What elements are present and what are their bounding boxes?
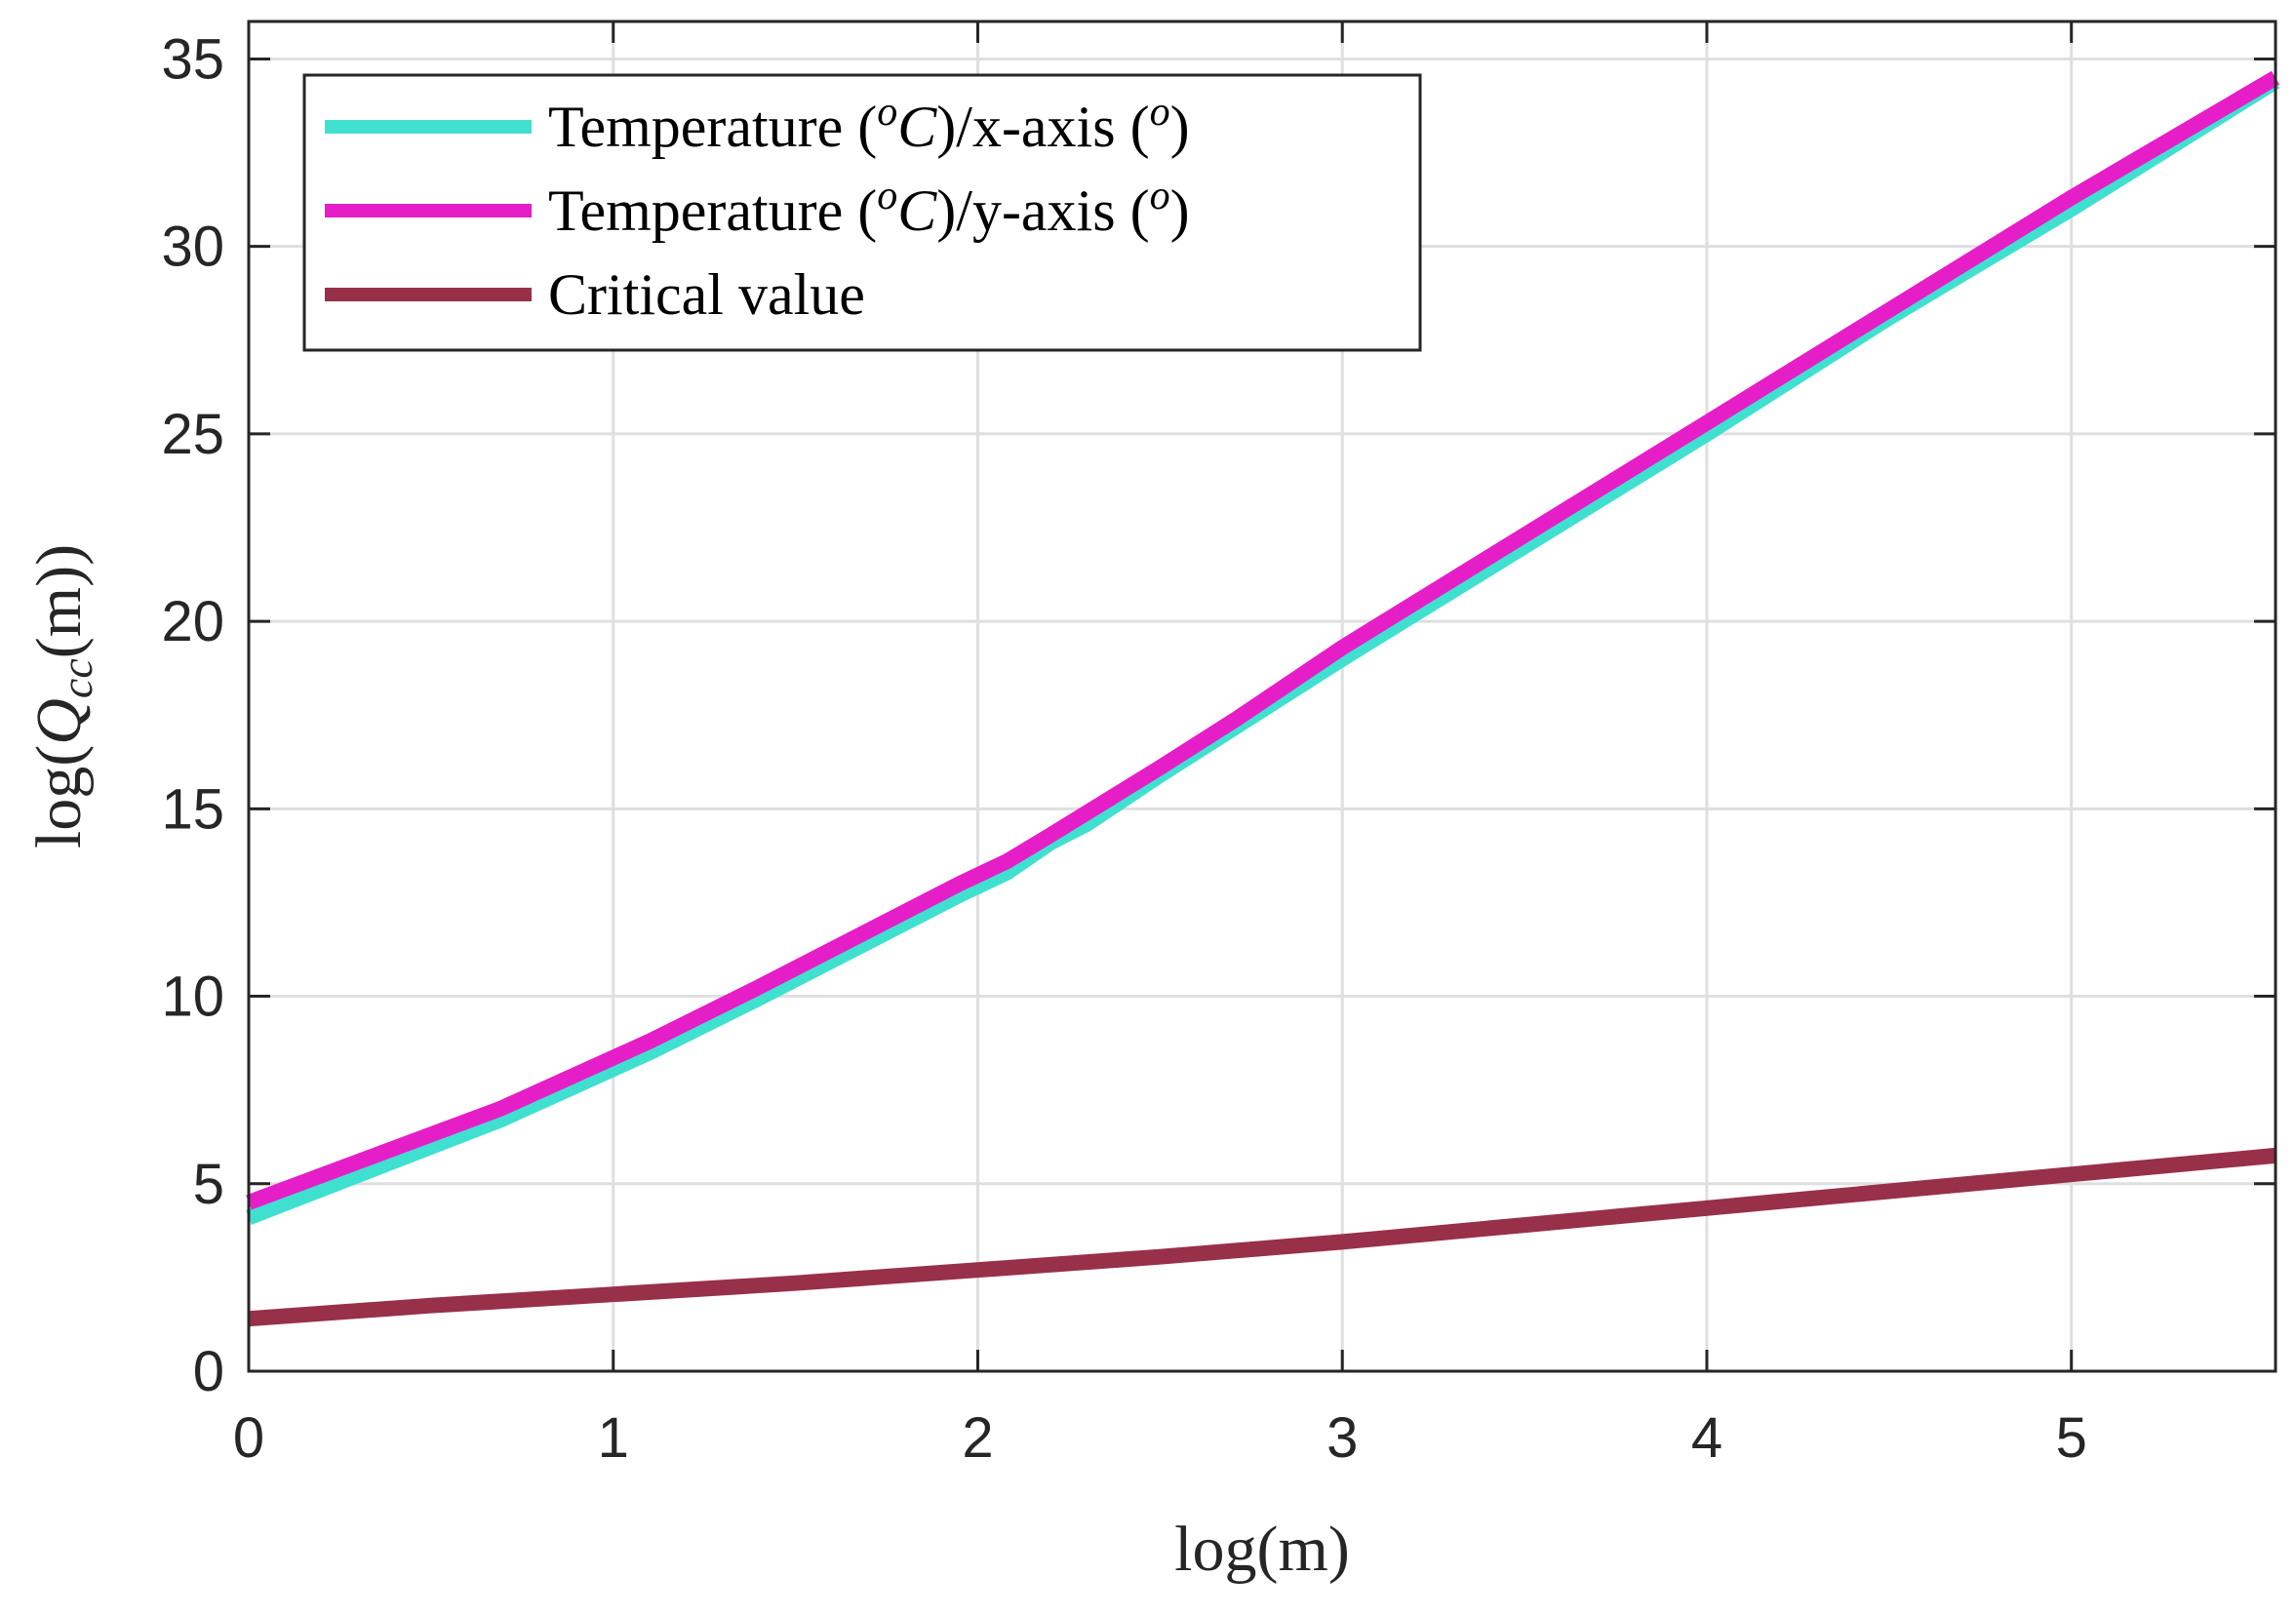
legend-0-end: ): [1170, 95, 1190, 159]
legend-1-unit: C: [897, 178, 937, 243]
legend-0-sup2: o: [1150, 90, 1170, 135]
legend-0-pre: Temperature (: [548, 95, 877, 159]
y-tick-label: 15: [161, 777, 224, 841]
plot-frame: [247, 20, 2277, 1373]
y-axis-label-sub: cc: [52, 658, 101, 698]
legend: Temperature (oC)/x-axis (o) Temperature …: [302, 73, 1422, 352]
y-tick-label: 35: [161, 27, 224, 91]
y-tick-label: 20: [161, 590, 224, 653]
y-tick-label: 0: [193, 1340, 224, 1403]
axis-ticks: [247, 21, 2276, 1373]
y-axis-label-prefix: log(: [23, 745, 95, 848]
x-tick-labels: 0 1 2 3 4 5: [233, 1406, 2087, 1470]
x-tick-label: 0: [233, 1406, 264, 1470]
series-line-y-axis: [246, 70, 2280, 1210]
y-tick-label: 30: [161, 216, 224, 279]
y-axis-label-suffix: (m)): [23, 544, 95, 658]
y-tick-labels: 0 5 10 15 20 25 30 35: [161, 27, 224, 1403]
legend-label-y-axis: Temperature (oC)/y-axis (o): [548, 174, 1190, 243]
series-line-x-axis: [246, 74, 2280, 1225]
legend-0-sup: o: [877, 90, 897, 135]
y-tick-label: 25: [161, 403, 224, 466]
legend-0-unit: C: [897, 95, 937, 159]
x-tick-label: 4: [1691, 1406, 1722, 1470]
legend-label-critical: Critical value: [548, 262, 865, 327]
legend-1-sup2: o: [1150, 174, 1170, 218]
series-lines: [246, 70, 2280, 1327]
series-line-critical: [248, 1147, 2276, 1327]
x-tick-label: 1: [598, 1406, 629, 1470]
y-tick-label: 10: [161, 965, 224, 1029]
y-axis-label: log(Qcc(m)): [23, 544, 101, 848]
x-axis-label: log(m): [1174, 1514, 1350, 1585]
x-tick-label: 5: [2056, 1406, 2087, 1470]
y-tick-label: 5: [193, 1153, 224, 1216]
x-tick-label: 2: [962, 1406, 993, 1470]
legend-0-mid: )/x-axis (: [936, 95, 1149, 159]
legend-label-x-axis: Temperature (oC)/x-axis (o): [548, 90, 1190, 159]
legend-1-sup: o: [877, 174, 897, 218]
legend-2-pre: Critical value: [548, 262, 865, 327]
legend-1-pre: Temperature (: [548, 178, 877, 243]
legend-1-end: ): [1170, 178, 1190, 243]
legend-1-mid: )/y-axis (: [936, 178, 1149, 243]
y-axis-label-var: Q: [23, 698, 95, 745]
x-tick-label: 3: [1326, 1406, 1358, 1470]
